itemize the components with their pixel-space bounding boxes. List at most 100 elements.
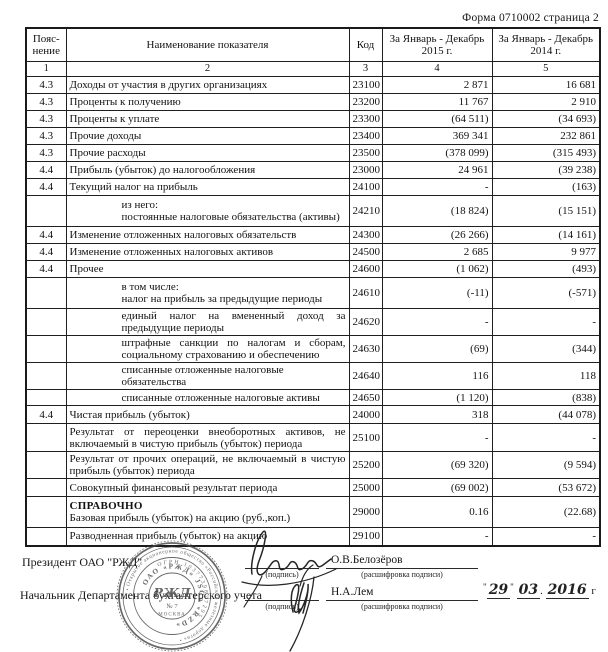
indicator-name-cell: штрафные санкции по налогам и сборам, со… xyxy=(65,335,350,363)
indicator-name: Результат от переоценки внеоборотных акт… xyxy=(69,425,346,450)
value-2014-cell: (34 693) xyxy=(491,110,601,128)
note-cell: 4.4 xyxy=(25,405,67,424)
table-body: 4.3 Доходы от участия в других организаци… xyxy=(25,76,601,546)
code-cell: 29100 xyxy=(348,527,383,546)
president-name: О.В.Белозёров xyxy=(331,554,403,566)
value-2014-cell: (39 238) xyxy=(491,161,601,179)
indicator-name-cell: Изменение отложенных налоговых активов xyxy=(65,243,350,261)
table-row: из него: постоянные налоговые обязательст… xyxy=(25,195,601,227)
code-cell: 23400 xyxy=(348,127,383,145)
note-cell xyxy=(25,277,67,309)
value-2015-cell: 24 961 xyxy=(381,161,493,179)
value-2014-cell: 16 681 xyxy=(491,76,601,94)
table-row: единый налог на вмененный доход за преды… xyxy=(25,308,601,336)
indicator-group-label: в том числе: xyxy=(121,281,179,293)
table-row: 4.4 Изменение отложенных налоговых обязат… xyxy=(25,226,601,244)
value-2014-cell: (14 161) xyxy=(491,226,601,244)
chief-accountant-title: Начальник Департамента бухгалтерского уч… xyxy=(20,588,262,602)
note-cell: 4.4 xyxy=(25,260,67,278)
value-2014-cell: 232 861 xyxy=(491,127,601,145)
col-number-1: 1 xyxy=(25,61,67,77)
value-2015-cell: 2 871 xyxy=(381,76,493,94)
code-cell: 29000 xyxy=(348,496,383,528)
signature-line-1 xyxy=(245,568,319,569)
table-row: списанные отложенные налоговые активы 246… xyxy=(25,389,601,406)
indicator-name-cell: из него: постоянные налоговые обязательст… xyxy=(65,195,350,227)
signature-2-tail xyxy=(289,576,315,652)
signature-line-2 xyxy=(245,600,319,601)
indicator-name-cell: списанные отложенные налоговые обязатель… xyxy=(65,362,350,390)
indicator-name-cell: Текущий налог на прибыль xyxy=(65,178,350,196)
indicator-name-cell: единый налог на вмененный доход за преды… xyxy=(65,308,350,336)
value-2015-cell: (-11) xyxy=(381,277,493,309)
indicator-name-cell: Прочие расходы xyxy=(65,144,350,162)
note-cell: 4.3 xyxy=(25,76,67,94)
signature-caption-2: (подпись) xyxy=(265,602,299,611)
note-cell: 4.4 xyxy=(25,178,67,196)
note-cell xyxy=(25,478,67,497)
value-2014-cell: (344) xyxy=(491,335,601,363)
indicator-name: Доходы от участия в других организациях xyxy=(69,79,268,91)
value-2015-cell: - xyxy=(381,308,493,336)
table-row: Результат от переоценки внеоборотных акт… xyxy=(25,423,601,452)
header-period-2015-line2: 2015 г. xyxy=(421,45,453,57)
indicator-name: Прочее xyxy=(69,263,104,275)
value-2014-cell: (44 078) xyxy=(491,405,601,424)
value-2015-cell: 116 xyxy=(381,362,493,390)
col-number-5: 5 xyxy=(491,61,601,77)
indicator-name-cell: Результат от прочих операций, не включае… xyxy=(65,451,350,479)
code-cell: 24650 xyxy=(348,389,383,406)
table-row: списанные отложенные налоговые обязатель… xyxy=(25,362,601,390)
value-2015-cell: (64 511) xyxy=(381,110,493,128)
table-row: 4.4 Чистая прибыль (убыток) 24000 318 (44 07… xyxy=(25,405,601,424)
table-row: Совокупный финансовый результат периода 2… xyxy=(25,478,601,497)
code-cell: 23300 xyxy=(348,110,383,128)
note-cell xyxy=(25,496,67,528)
code-cell: 25200 xyxy=(348,451,383,479)
financial-results-table: Пояс- нение Наименование показателя Код … xyxy=(25,27,601,547)
code-cell: 23200 xyxy=(348,93,383,111)
indicator-name: Проценты к уплате xyxy=(69,113,160,125)
note-cell: 4.4 xyxy=(25,243,67,261)
value-2014-cell: (53 672) xyxy=(491,478,601,497)
value-2014-cell: (838) xyxy=(491,389,601,406)
note-cell xyxy=(25,362,67,390)
name-line-2 xyxy=(326,600,478,601)
indicator-name-cell: в том числе: налог на прибыль за предыдущ… xyxy=(65,277,350,309)
table-row: 4.3 Прочие расходы 23500 (378 099) (315 493) xyxy=(25,144,601,162)
note-cell xyxy=(25,423,67,452)
code-cell: 25000 xyxy=(348,478,383,497)
header-code: Код xyxy=(348,27,383,62)
note-cell xyxy=(25,389,67,406)
value-2015-cell: 369 341 xyxy=(381,127,493,145)
value-2014-cell: (315 493) xyxy=(491,144,601,162)
value-2014-cell: 118 xyxy=(491,362,601,390)
header-period-2014-line2: 2014 г. xyxy=(530,45,562,57)
chief-accountant-name: Н.А.Лем xyxy=(331,586,374,598)
value-2015-cell: - xyxy=(381,178,493,196)
col-number-4: 4 xyxy=(381,61,493,77)
table-row: 4.4 Прибыль (убыток) до налогообложения 23… xyxy=(25,161,601,179)
value-2015-cell: (69) xyxy=(381,335,493,363)
value-2014-cell: (22.68) xyxy=(491,496,601,528)
indicator-name: Прочие доходы xyxy=(69,130,142,142)
indicator-name: Базовая прибыль (убыток) на акцию (руб.,… xyxy=(69,512,291,524)
indicator-name: Прибыль (убыток) до налогообложения xyxy=(69,164,256,176)
president-title: Президент ОАО "РЖД" xyxy=(22,555,143,569)
indicator-name-cell: Доходы от участия в других организациях xyxy=(65,76,350,94)
value-2015-cell: - xyxy=(381,527,493,546)
indicator-name-cell: Прочее xyxy=(65,260,350,278)
header-note-line1: Пояс- xyxy=(32,33,60,45)
date-era-label: г xyxy=(591,585,596,597)
col-number-3: 3 xyxy=(348,61,383,77)
code-cell: 24500 xyxy=(348,243,383,261)
table-row: 4.4 Прочее 24600 (1 062) (493) xyxy=(25,260,601,278)
note-cell xyxy=(25,308,67,336)
indicator-name: Изменение отложенных налоговых обязатель… xyxy=(69,229,297,241)
note-cell xyxy=(25,195,67,227)
code-cell: 24000 xyxy=(348,405,383,424)
note-cell xyxy=(25,527,67,546)
code-cell: 25100 xyxy=(348,423,383,452)
indicator-name-cell: Прибыль (убыток) до налогообложения xyxy=(65,161,350,179)
value-2014-cell: (493) xyxy=(491,260,601,278)
